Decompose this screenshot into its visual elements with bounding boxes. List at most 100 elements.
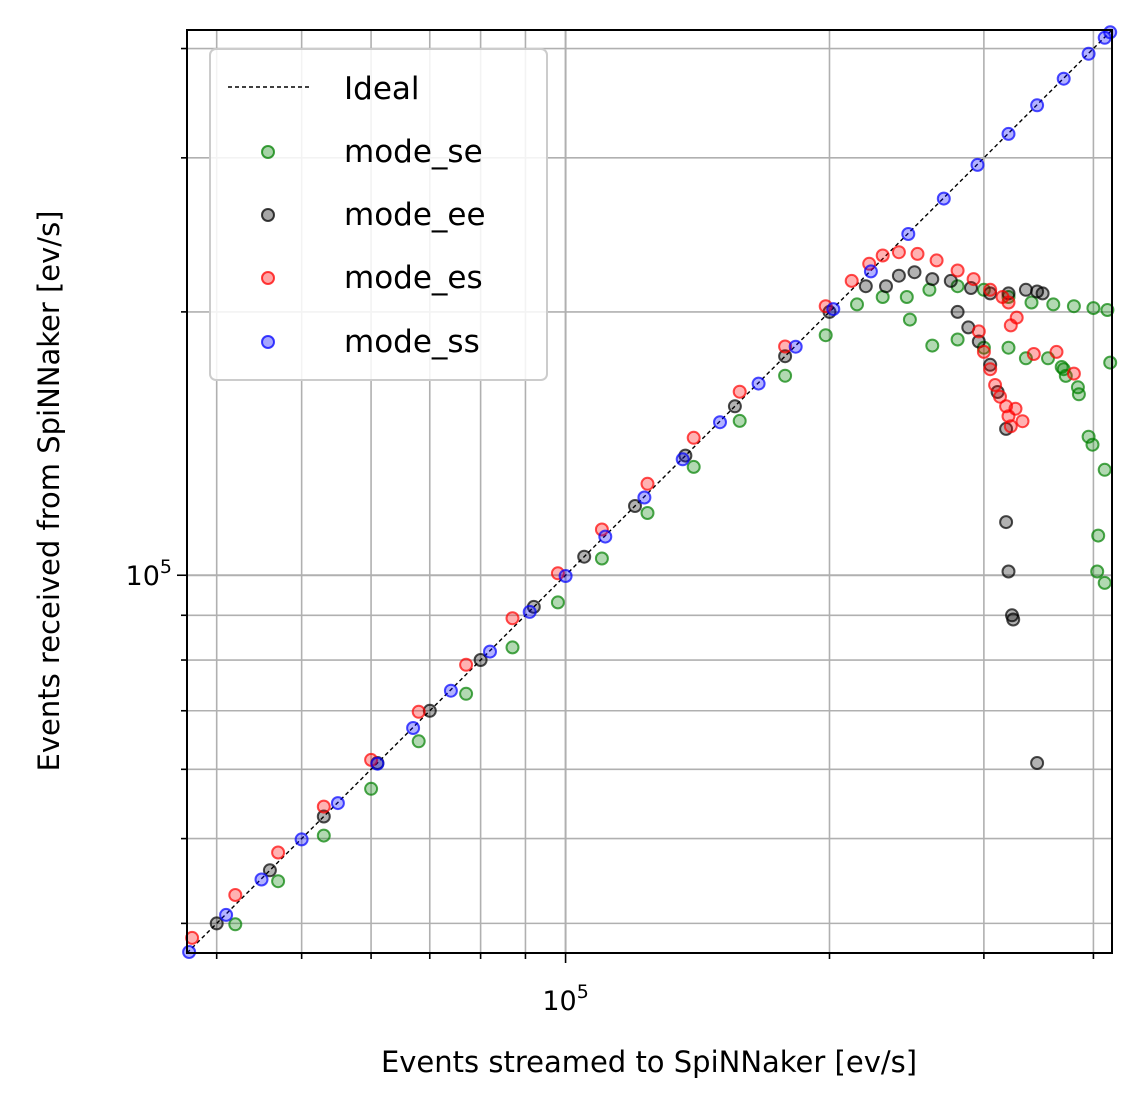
data-point [550, 595, 565, 610]
data-point [713, 415, 727, 430]
legend: Ideal mode_se mode_ee mode_es mode_ss [209, 48, 548, 381]
data-point [1001, 564, 1016, 579]
data-point [863, 264, 878, 279]
data-point [907, 265, 922, 280]
data-point [505, 611, 520, 626]
data-point [732, 384, 747, 399]
data-point [732, 413, 747, 428]
data-point [411, 734, 426, 749]
data-point [751, 376, 766, 391]
legend-label-mode-se: mode_se [344, 134, 483, 170]
data-point [891, 268, 906, 283]
series-mode-ss [182, 25, 1118, 959]
data-point [1001, 340, 1016, 355]
data-point [875, 248, 890, 263]
data-point [1024, 295, 1039, 310]
data-point [594, 522, 609, 537]
data-point [1103, 355, 1118, 370]
data-point [1001, 295, 1016, 310]
data-point [1081, 46, 1096, 61]
data-point [993, 389, 1007, 404]
data-point [550, 566, 565, 581]
data-point [936, 191, 951, 206]
data-point [459, 657, 474, 672]
data-point [858, 279, 873, 294]
legend-marker-mode-ss [261, 335, 275, 349]
y-axis-label: Events received from SpiNNaker [ev/s] [32, 211, 66, 772]
data-point [988, 378, 1003, 392]
series-mode-es [185, 245, 1081, 945]
data-point [598, 529, 613, 544]
data-point [1049, 344, 1064, 359]
data-point [364, 781, 379, 796]
legend-marker-mode-es [261, 271, 275, 285]
data-point [1003, 318, 1018, 333]
data-point [505, 640, 520, 655]
data-point [370, 756, 385, 771]
data-point [943, 273, 958, 288]
data-point [902, 312, 917, 327]
data-point [1006, 612, 1021, 627]
data-point [1097, 462, 1112, 477]
data-point [228, 917, 243, 932]
data-point [778, 349, 793, 364]
data-point [577, 549, 592, 564]
data-point [640, 506, 655, 520]
axis-ticks: 105 105 [126, 47, 1095, 1017]
series-mode-se [228, 279, 1118, 932]
data-point [778, 368, 793, 383]
data-point [316, 799, 331, 814]
data-point [483, 644, 497, 659]
data-point [219, 907, 234, 922]
data-point [1015, 414, 1030, 429]
data-point [254, 872, 269, 887]
data-point [459, 686, 474, 701]
legend-label-ideal: Ideal [344, 71, 420, 107]
data-point [788, 339, 803, 354]
data-point [929, 253, 944, 268]
data-point [925, 272, 940, 287]
data-point [844, 273, 859, 288]
data-point [1070, 380, 1085, 395]
data-point [983, 357, 998, 372]
legend-label-mode-es: mode_es [344, 260, 483, 296]
data-point [637, 490, 652, 505]
data-point [228, 888, 243, 902]
data-point [271, 874, 286, 889]
data-point [640, 476, 655, 491]
data-point [971, 324, 986, 339]
data-point [294, 832, 309, 847]
data-point [1091, 528, 1106, 543]
legend-label-mode-ee: mode_ee [344, 197, 486, 233]
data-point [910, 246, 925, 261]
data-point [406, 721, 421, 735]
data-point [262, 863, 277, 878]
y-tick-label: 105 [126, 556, 172, 592]
data-point [818, 299, 833, 314]
data-point [209, 916, 224, 931]
legend-box [209, 48, 548, 381]
data-point [1056, 71, 1071, 86]
series-mode-ee [209, 265, 1050, 931]
plot-frame [186, 29, 1113, 954]
legend-marker-mode-se [261, 145, 275, 159]
data-point [818, 328, 833, 343]
legend-label-mode-ss: mode_ss [344, 324, 480, 360]
data-point [628, 499, 642, 513]
series-layer [182, 25, 1118, 959]
data-point [1100, 303, 1115, 317]
data-point [950, 263, 965, 278]
data-point [558, 569, 573, 583]
data-point [925, 338, 940, 353]
data-point [879, 279, 893, 294]
x-tick-label: 105 [542, 981, 588, 1017]
data-point [316, 809, 331, 824]
data-point [330, 796, 345, 811]
data-point [443, 683, 458, 698]
data-point [1066, 366, 1081, 381]
x-axis-label: Events streamed to SpiNNaker [ev/s] [381, 1045, 917, 1079]
data-point [1001, 126, 1016, 141]
data-point [976, 344, 991, 359]
